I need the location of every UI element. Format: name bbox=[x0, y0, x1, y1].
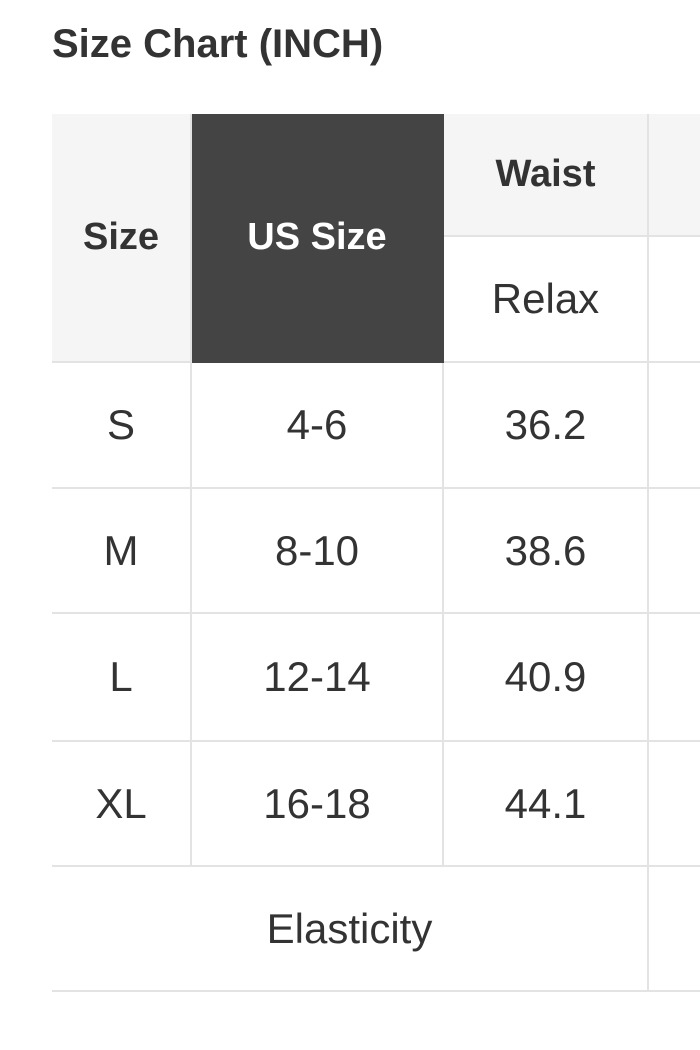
elasticity-label: Elasticity bbox=[52, 867, 649, 992]
cell-extra bbox=[649, 742, 700, 867]
cell-waist: 38.6 bbox=[444, 489, 649, 614]
cell-us-size: 12-14 bbox=[192, 614, 444, 742]
cell-size: L bbox=[52, 614, 192, 742]
elasticity-value bbox=[649, 867, 700, 992]
header-waist: Waist bbox=[444, 114, 649, 237]
cell-waist: 44.1 bbox=[444, 742, 649, 867]
cell-us-size: 4-6 bbox=[192, 363, 444, 489]
cell-waist: 36.2 bbox=[444, 363, 649, 489]
page-title: Size Chart (INCH) bbox=[52, 22, 384, 66]
header-us-size: US Size bbox=[192, 114, 444, 363]
cell-size: M bbox=[52, 489, 192, 614]
cell-size: XL bbox=[52, 742, 192, 867]
cell-us-size: 16-18 bbox=[192, 742, 444, 867]
header-waist-relax: Relax bbox=[444, 237, 649, 363]
cell-extra bbox=[649, 489, 700, 614]
cell-us-size: 8-10 bbox=[192, 489, 444, 614]
header-extra-sub bbox=[649, 237, 700, 363]
header-size: Size bbox=[52, 114, 192, 363]
cell-extra bbox=[649, 614, 700, 742]
cell-extra bbox=[649, 363, 700, 489]
header-extra bbox=[649, 114, 700, 237]
cell-waist: 40.9 bbox=[444, 614, 649, 742]
cell-size: S bbox=[52, 363, 192, 489]
